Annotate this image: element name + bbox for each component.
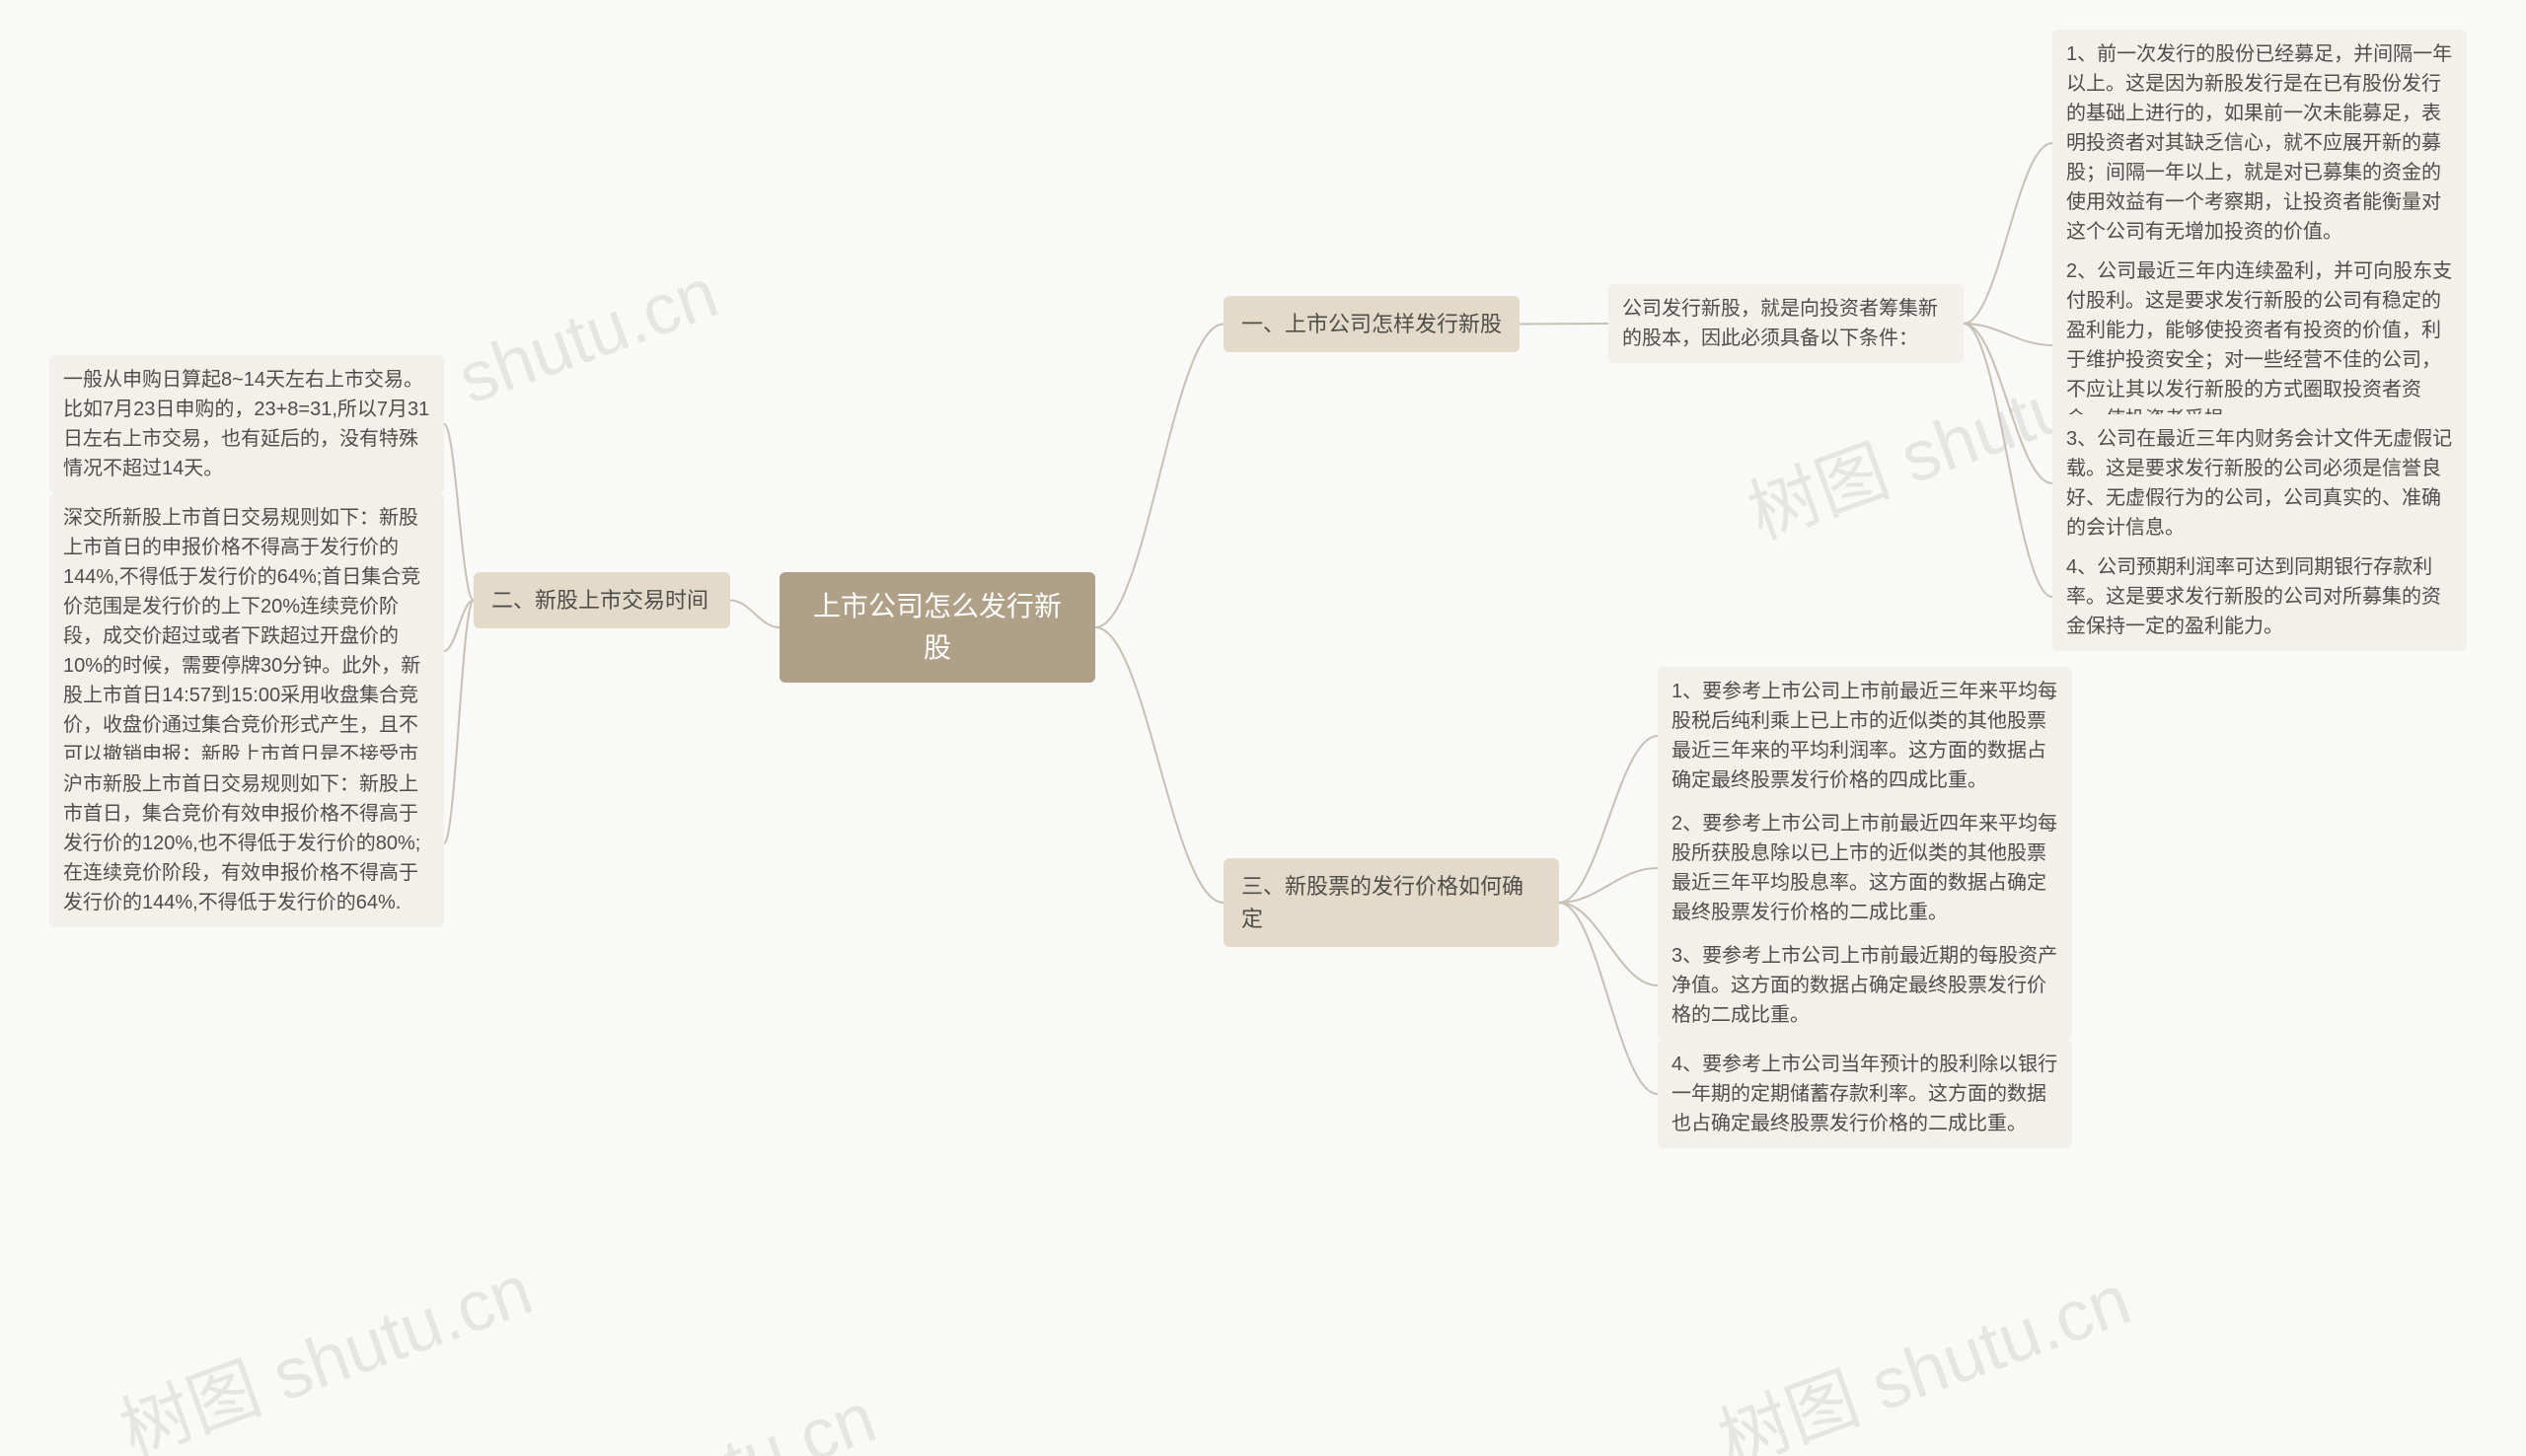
watermark: shutu.cn	[448, 253, 728, 420]
leaf-time-3[interactable]: 沪市新股上市首日交易规则如下：新股上市首日，集合竞价有效申报价格不得高于发行价的…	[49, 760, 444, 927]
watermark: 树图 shutu.cn	[104, 1232, 544, 1456]
branch-trade-time[interactable]: 二、新股上市交易时间	[474, 572, 730, 628]
leaf-time-1[interactable]: 一般从申购日算起8~14天左右上市交易。比如7月23日申购的，23+8=31,所…	[49, 355, 444, 493]
leaf-cond-4[interactable]: 4、公司预期利润率可达到同期银行存款利率。这是要求发行新股的公司对所募集的资金保…	[2052, 543, 2467, 651]
leaf-price-4[interactable]: 4、要参考上市公司当年预计的股利除以银行一年期的定期储蓄存款利率。这方面的数据也…	[1658, 1040, 2072, 1148]
leaf-cond-3[interactable]: 3、公司在最近三年内财务会计文件无虚假记载。这是要求发行新股的公司必须是信誉良好…	[2052, 414, 2467, 552]
root-node[interactable]: 上市公司怎么发行新股	[780, 572, 1095, 683]
sub-conditions-intro[interactable]: 公司发行新股，就是向投资者筹集新的股本，因此必须具备以下条件：	[1608, 284, 1964, 363]
watermark: shutu.cn	[606, 1377, 886, 1456]
leaf-cond-1[interactable]: 1、前一次发行的股份已经募足，并间隔一年以上。这是因为新股发行是在已有股份发行的…	[2052, 30, 2467, 256]
leaf-price-3[interactable]: 3、要参考上市公司上市前最近期的每股资产净值。这方面的数据占确定最终股票发行价格…	[1658, 931, 2072, 1040]
branch-pricing[interactable]: 三、新股票的发行价格如何确定	[1224, 858, 1559, 947]
branch-how-issue[interactable]: 一、上市公司怎样发行新股	[1224, 296, 1520, 352]
watermark: 树图 shutu.cn	[1702, 1242, 2142, 1456]
leaf-price-1[interactable]: 1、要参考上市公司上市前最近三年来平均每股税后纯利乘上已上市的近似类的其他股票最…	[1658, 667, 2072, 805]
leaf-price-2[interactable]: 2、要参考上市公司上市前最近四年来平均每股所获股息除以已上市的近似类的其他股票最…	[1658, 799, 2072, 937]
